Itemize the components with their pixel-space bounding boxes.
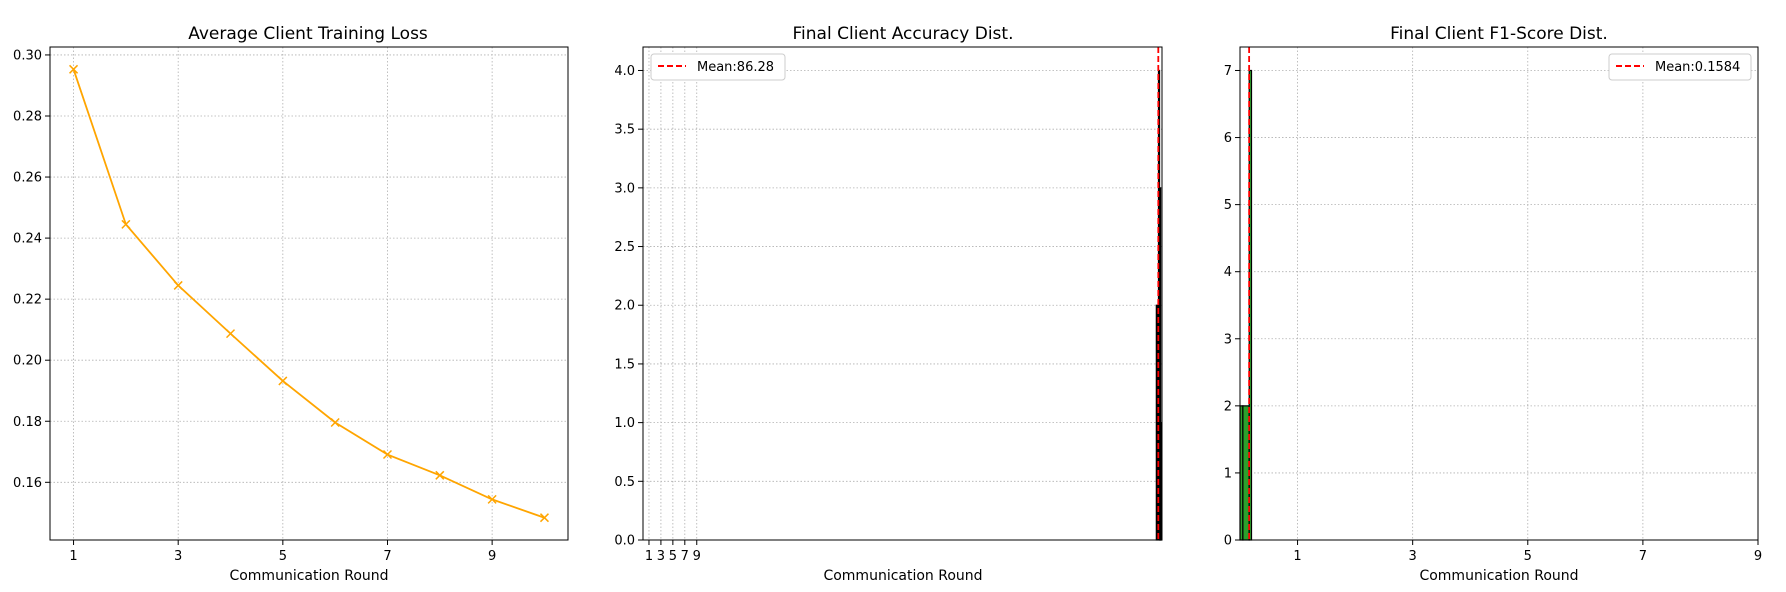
x-tick-label: 5 (1524, 549, 1532, 564)
x-tick-label: 9 (1754, 549, 1762, 564)
panel-f1-dist: Final Client F1-Score Dist. 1 3 5 7 9 0 1 2 3 4 5… (1224, 24, 1762, 584)
x-axis-label: Communication Round (1419, 568, 1578, 584)
legend: Mean:86.28 (650, 53, 786, 81)
grid (50, 47, 568, 540)
legend-box (1608, 53, 1752, 81)
data-point (225, 329, 236, 339)
plot-frame (1239, 46, 1759, 541)
y-tick-label: 0.24 (13, 232, 42, 247)
y-tick-label: 0.5 (614, 475, 635, 490)
y-ticks: 0.16 0.18 0.20 0.22 0.24 0.26 0.28 0.30 (13, 48, 50, 491)
data-point (121, 219, 131, 229)
x-tick-label: 1 (69, 549, 77, 564)
x-ticks: 1 3 5 7 9 (69, 540, 496, 564)
chart-title: Final Client F1-Score Dist. (1390, 24, 1608, 44)
y-tick-label: 1.5 (614, 357, 635, 372)
marks (69, 64, 549, 523)
x-tick-label: 5 (669, 549, 677, 564)
y-tick-label: 2.0 (614, 299, 635, 314)
y-tick-label: 7 (1224, 64, 1232, 79)
x-tick-label: 5 (279, 549, 287, 564)
y-tick-label: 0.28 (13, 109, 42, 124)
grid (643, 47, 1162, 541)
y-tick-label: 4 (1224, 265, 1232, 280)
x-tick-label: 3 (1409, 549, 1417, 564)
x-tick-label: 7 (1639, 549, 1647, 564)
y-tick-label: 3.0 (614, 181, 635, 196)
data-point (435, 470, 445, 480)
y-tick-label: 2.5 (614, 240, 635, 255)
y-tick-label: 0.18 (13, 415, 42, 430)
y-tick-label: 3.5 (614, 123, 635, 138)
legend-mean-label: Mean:86.28 (697, 60, 774, 75)
data-point (69, 64, 79, 74)
y-tick-label: 1 (1224, 466, 1232, 481)
data-point (278, 376, 288, 386)
marks (1155, 47, 1163, 541)
x-axis-label: Communication Round (823, 568, 982, 584)
y-tick-label: 2 (1224, 399, 1232, 414)
x-tick-label: 1 (1293, 549, 1301, 564)
chart-title: Average Client Training Loss (188, 24, 428, 44)
legend: Mean:0.1584 (1608, 53, 1752, 81)
legend-box (650, 53, 786, 81)
x-tick-label: 1 (645, 549, 653, 564)
data-point (539, 513, 549, 523)
x-axis-label: Communication Round (229, 568, 388, 584)
data-point (330, 417, 340, 428)
x-tick-label: 7 (383, 549, 391, 564)
x-tick-label: 7 (681, 549, 689, 564)
x-tick-label: 3 (174, 549, 182, 564)
plot-frame (49, 46, 569, 541)
y-tick-label: 0.16 (13, 476, 42, 491)
y-tick-label: 0.26 (13, 171, 42, 186)
y-tick-label: 0 (1224, 534, 1232, 549)
y-tick-label: 0.22 (13, 293, 42, 308)
histogram-bar (1155, 304, 1159, 541)
y-tick-label: 3 (1224, 332, 1232, 347)
x-tick-label: 9 (693, 549, 701, 564)
series-line (72, 68, 545, 519)
y-ticks: 0.0 0.5 1.0 1.5 2.0 2.5 3.0 3.5 4.0 (614, 64, 643, 549)
grid (1240, 47, 1759, 541)
data-point (487, 494, 497, 504)
y-tick-label: 6 (1224, 131, 1232, 146)
chart-title: Final Client Accuracy Dist. (793, 24, 1014, 44)
y-tick-label: 0.20 (13, 354, 42, 369)
x-ticks: 1 3 5 7 9 (1293, 540, 1762, 564)
data-point (173, 280, 183, 290)
x-tick-label: 3 (657, 549, 665, 564)
y-tick-label: 0.30 (13, 48, 42, 63)
y-tick-label: 1.0 (614, 416, 635, 431)
marks (1239, 47, 1253, 541)
data-point (382, 449, 393, 460)
legend-mean-label: Mean:0.1584 (1655, 60, 1740, 75)
plot-frame (642, 46, 1163, 541)
y-tick-label: 0.0 (614, 534, 635, 549)
y-tick-label: 5 (1224, 198, 1232, 213)
x-tick-label: 9 (488, 549, 496, 564)
y-tick-label: 4.0 (614, 64, 635, 79)
y-ticks: 0 1 2 3 4 5 6 7 (1224, 64, 1240, 549)
